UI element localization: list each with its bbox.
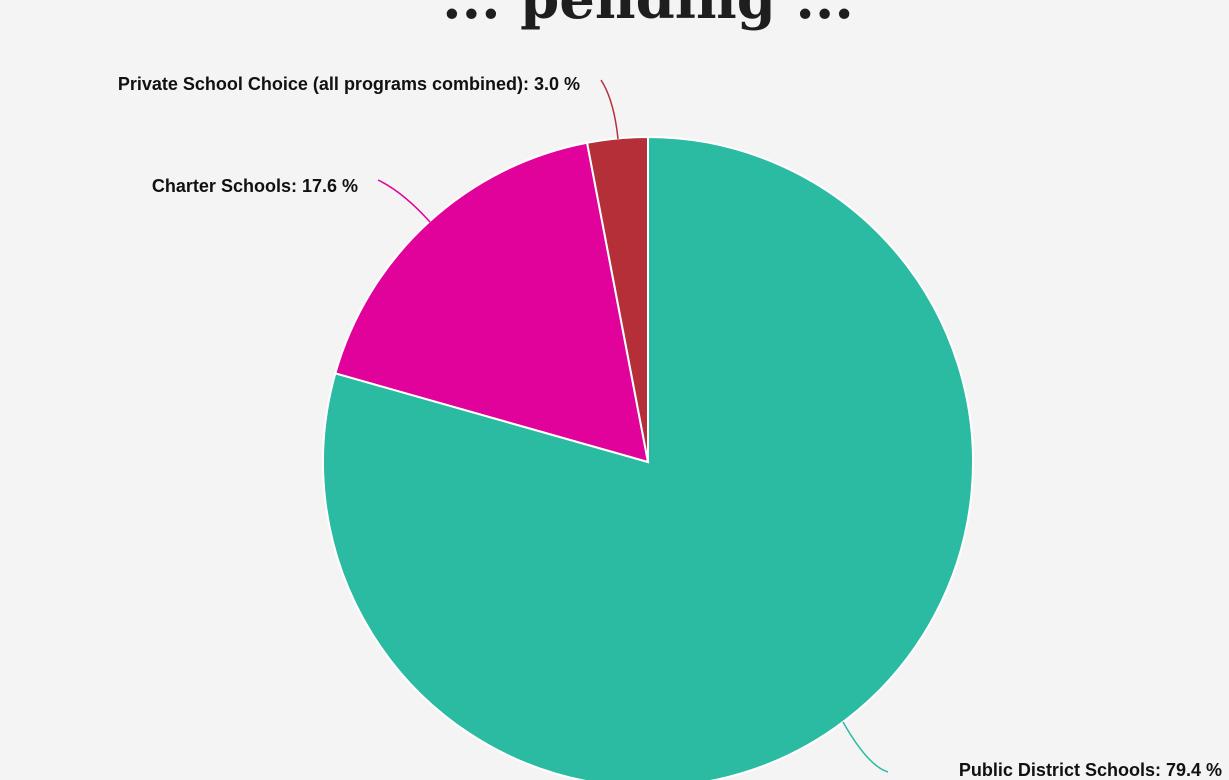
leader-line-1 [377,179,431,223]
slice-label-2: Private School Choice (all programs comb… [118,74,580,94]
leader-line-0 [842,721,889,773]
leaders-layer [377,79,889,773]
slice-label-0: Public District Schools: 79.4 % [959,760,1222,780]
slices-layer [322,135,974,780]
labels-layer: Public District Schools: 79.4 % Charter S… [118,74,1222,780]
chart-title: ... pending ... [442,0,854,32]
pie-slice-charter-schools[interactable] [334,141,650,464]
slice-label-1: Charter Schools: 17.6 % [152,176,358,196]
leader-line-2 [600,79,619,140]
